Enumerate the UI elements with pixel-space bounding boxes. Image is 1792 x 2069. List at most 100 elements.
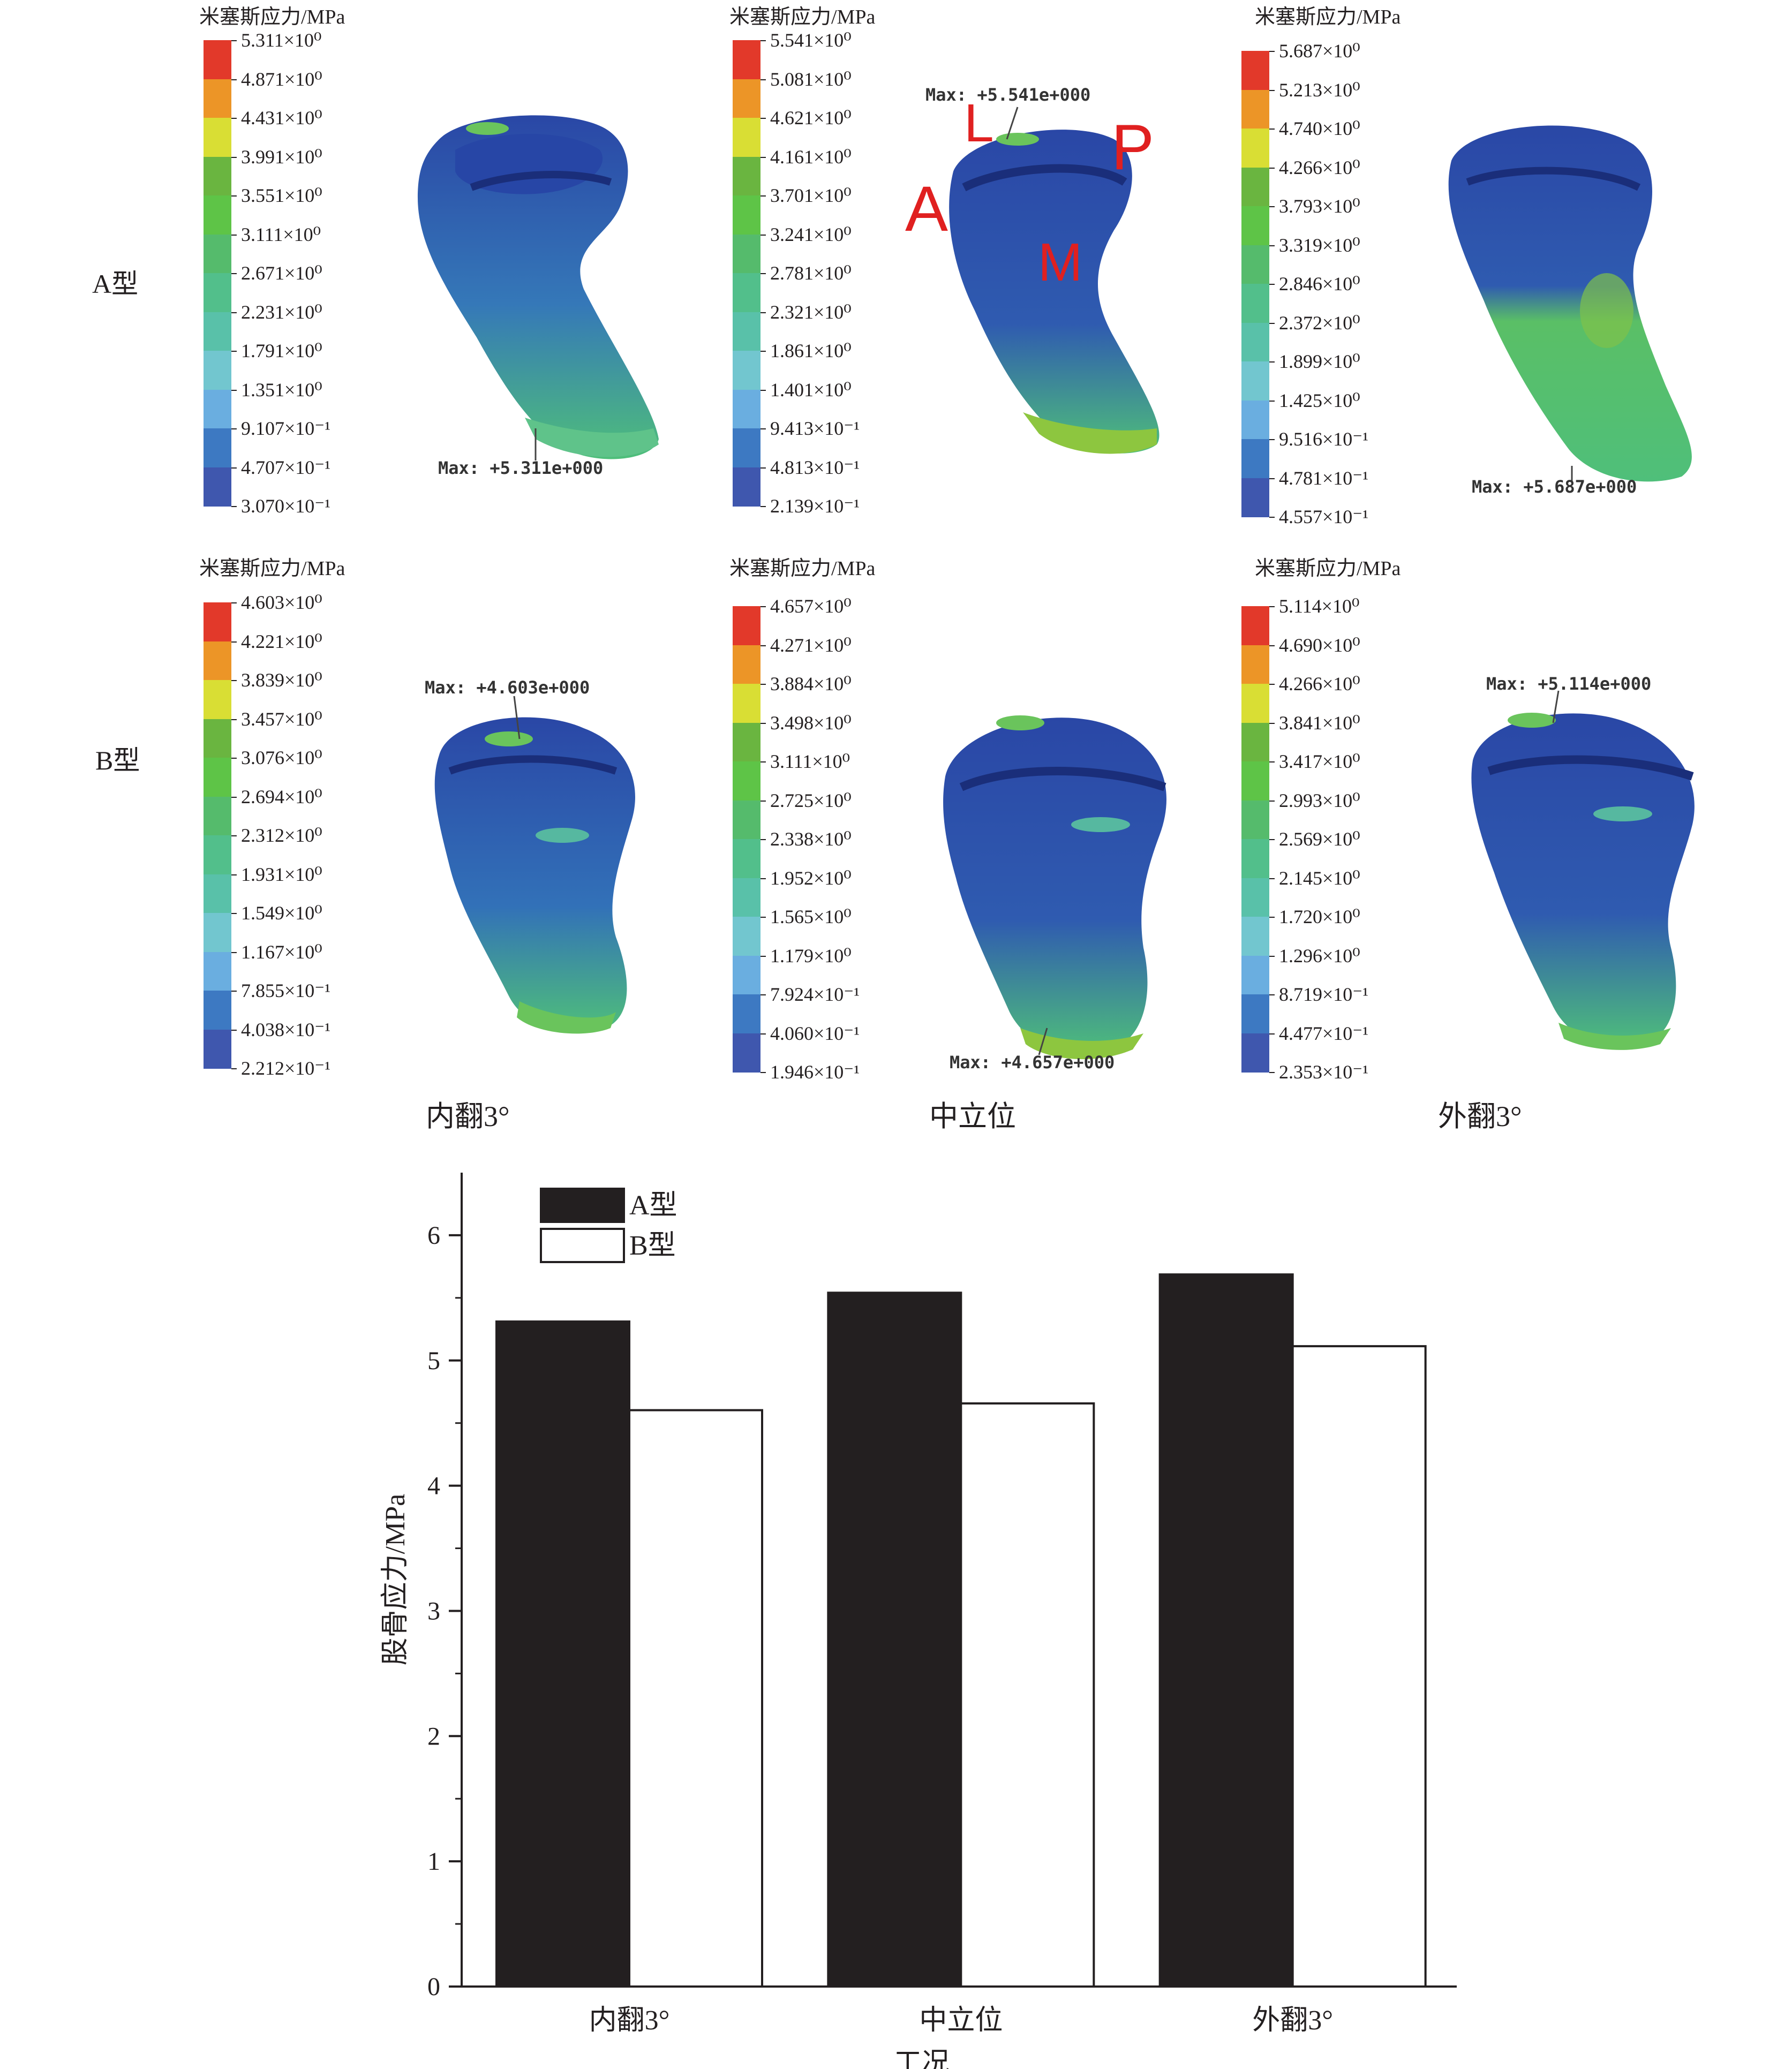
y-tick-label: 5 xyxy=(427,1347,440,1375)
colorbar-segment xyxy=(204,952,231,991)
legend-swatch-0 xyxy=(540,1188,625,1223)
colorbar-segment xyxy=(204,835,231,875)
colorbar-tick-label: 5.687×10⁰ xyxy=(1279,40,1360,62)
bone-contour-b-valgus xyxy=(1471,713,1695,1050)
bone-contour-b-neutral xyxy=(943,715,1167,1060)
colorbar-tick-label: 2.569×10⁰ xyxy=(1279,828,1360,850)
colorbar-tick xyxy=(231,273,237,274)
colorbar-tick xyxy=(1269,994,1275,995)
colorbar-segment xyxy=(204,351,231,390)
colorbar-tick-label: 4.060×10⁻¹ xyxy=(770,1022,860,1044)
colorbar-segment xyxy=(204,389,231,429)
colorbar-segment xyxy=(733,761,761,801)
colorbar-tick xyxy=(231,156,237,158)
colorbar-tick xyxy=(761,800,766,802)
x-tick-label: 外翻3° xyxy=(1252,2005,1333,2036)
colorbar-tick-label: 2.312×10⁰ xyxy=(241,825,322,846)
colorbar-tick-label: 3.701×10⁰ xyxy=(770,185,852,206)
colorbar-segment xyxy=(204,680,231,720)
colorbar-segment xyxy=(204,195,231,235)
colorbar-segment xyxy=(733,467,761,507)
x-axis-label: 工况 xyxy=(894,2048,950,2069)
legend-title-b-valgus: 米塞斯应力/MPa xyxy=(1255,557,1401,580)
orientation-label-anterior: A xyxy=(905,173,948,245)
colorbar-segment xyxy=(733,955,761,995)
colorbar-tick xyxy=(1269,439,1275,440)
colorbar-tick-label: 1.179×10⁰ xyxy=(770,945,852,966)
colorbar-tick xyxy=(231,312,237,313)
colorbar-segment xyxy=(1241,761,1269,801)
x-tick-label: 中立位 xyxy=(919,2005,1003,2036)
colorbar-tick xyxy=(1269,284,1275,285)
colorbar-tick xyxy=(1269,245,1275,246)
colorbar-tick-label: 7.855×10⁻¹ xyxy=(241,980,331,1001)
colorbar-tick xyxy=(761,195,766,197)
colorbar-tick-label: 4.431×10⁰ xyxy=(241,107,322,129)
colorbar-tick xyxy=(1269,478,1275,479)
colorbar-tick xyxy=(231,758,237,759)
colorbar-tick xyxy=(231,602,237,603)
colorbar-tick xyxy=(231,1068,237,1069)
colorbar-tick xyxy=(231,991,237,992)
colorbar-tick xyxy=(231,641,237,643)
orientation-label-lateral: L xyxy=(964,93,994,153)
colorbar-tick xyxy=(231,680,237,681)
colorbar-tick xyxy=(761,761,766,762)
colorbar-tick-label: 3.551×10⁰ xyxy=(241,185,322,206)
colorbar-tick xyxy=(1269,51,1275,52)
colorbar-tick xyxy=(761,506,766,507)
colorbar-segment xyxy=(733,878,761,917)
colorbar-tick-label: 2.694×10⁰ xyxy=(241,786,322,807)
bone-contour-a-neutral xyxy=(949,130,1159,454)
colorbar-tick xyxy=(761,684,766,685)
colorbar-segment xyxy=(733,428,761,468)
colorbar-tick xyxy=(1269,129,1275,130)
colorbar-segment xyxy=(1241,129,1269,168)
colorbar-segment xyxy=(733,156,761,196)
colorbar-tick xyxy=(1269,89,1275,91)
colorbar-tick xyxy=(1269,684,1275,685)
colorbar-tick xyxy=(761,994,766,995)
max-label-b-varus: Max: +4.603e+000 xyxy=(425,677,590,698)
colorbar-segment xyxy=(1241,684,1269,723)
colorbar-segment xyxy=(733,234,761,274)
colorbar-tick-label: 5.311×10⁰ xyxy=(241,29,322,51)
colorbar-tick-label: 8.719×10⁻¹ xyxy=(1279,984,1369,1005)
colorbar-tick xyxy=(1269,761,1275,762)
legend-title-b-neutral: 米塞斯应力/MPa xyxy=(729,557,876,580)
colorbar-tick-label: 1.899×10⁰ xyxy=(1279,351,1360,372)
colorbar-segment xyxy=(204,758,231,797)
colorbar-tick-label: 2.846×10⁰ xyxy=(1279,273,1360,295)
y-axis-label: 股骨应力/MPa xyxy=(380,1494,411,1666)
colorbar-tick-label: 1.565×10⁰ xyxy=(770,906,852,927)
bar-a-1 xyxy=(827,1292,962,1988)
colorbar-tick-label: 3.841×10⁰ xyxy=(1279,712,1360,734)
colorbar-tick-label: 4.266×10⁰ xyxy=(1279,673,1360,694)
colorbar-tick-label: 3.991×10⁰ xyxy=(241,146,322,168)
colorbar-tick xyxy=(1269,645,1275,646)
colorbar-tick-label: 5.541×10⁰ xyxy=(770,29,852,51)
max-label-a-valgus: Max: +5.687e+000 xyxy=(1472,477,1637,497)
colorbar-b-varus xyxy=(204,602,231,1069)
colorbar-tick-label: 3.076×10⁰ xyxy=(241,747,322,768)
colorbar-segment xyxy=(1241,645,1269,684)
colorbar-segment xyxy=(1241,51,1269,90)
colorbar-b-neutral xyxy=(733,606,761,1073)
colorbar-segment xyxy=(1241,322,1269,362)
colorbar-tick-label: 7.924×10⁻¹ xyxy=(770,984,860,1005)
colorbar-a-varus xyxy=(204,40,231,507)
colorbar-tick xyxy=(1269,1033,1275,1034)
colorbar-tick xyxy=(761,79,766,80)
bar-b-2 xyxy=(1291,1345,1427,1988)
colorbar-tick xyxy=(761,1072,766,1073)
colorbar-tick-label: 4.621×10⁰ xyxy=(770,107,852,129)
colorbar-tick-label: 2.231×10⁰ xyxy=(241,301,322,323)
colorbar-tick-label: 4.813×10⁻¹ xyxy=(770,456,860,478)
colorbar-segment xyxy=(733,839,761,879)
colorbar-tick-label: 1.296×10⁰ xyxy=(1279,945,1360,966)
colorbar-tick xyxy=(231,40,237,41)
colorbar-segment xyxy=(1241,284,1269,323)
colorbar-tick-label: 1.946×10⁻¹ xyxy=(770,1061,860,1083)
colorbar-segment xyxy=(1241,1033,1269,1073)
colorbar-tick xyxy=(231,952,237,953)
